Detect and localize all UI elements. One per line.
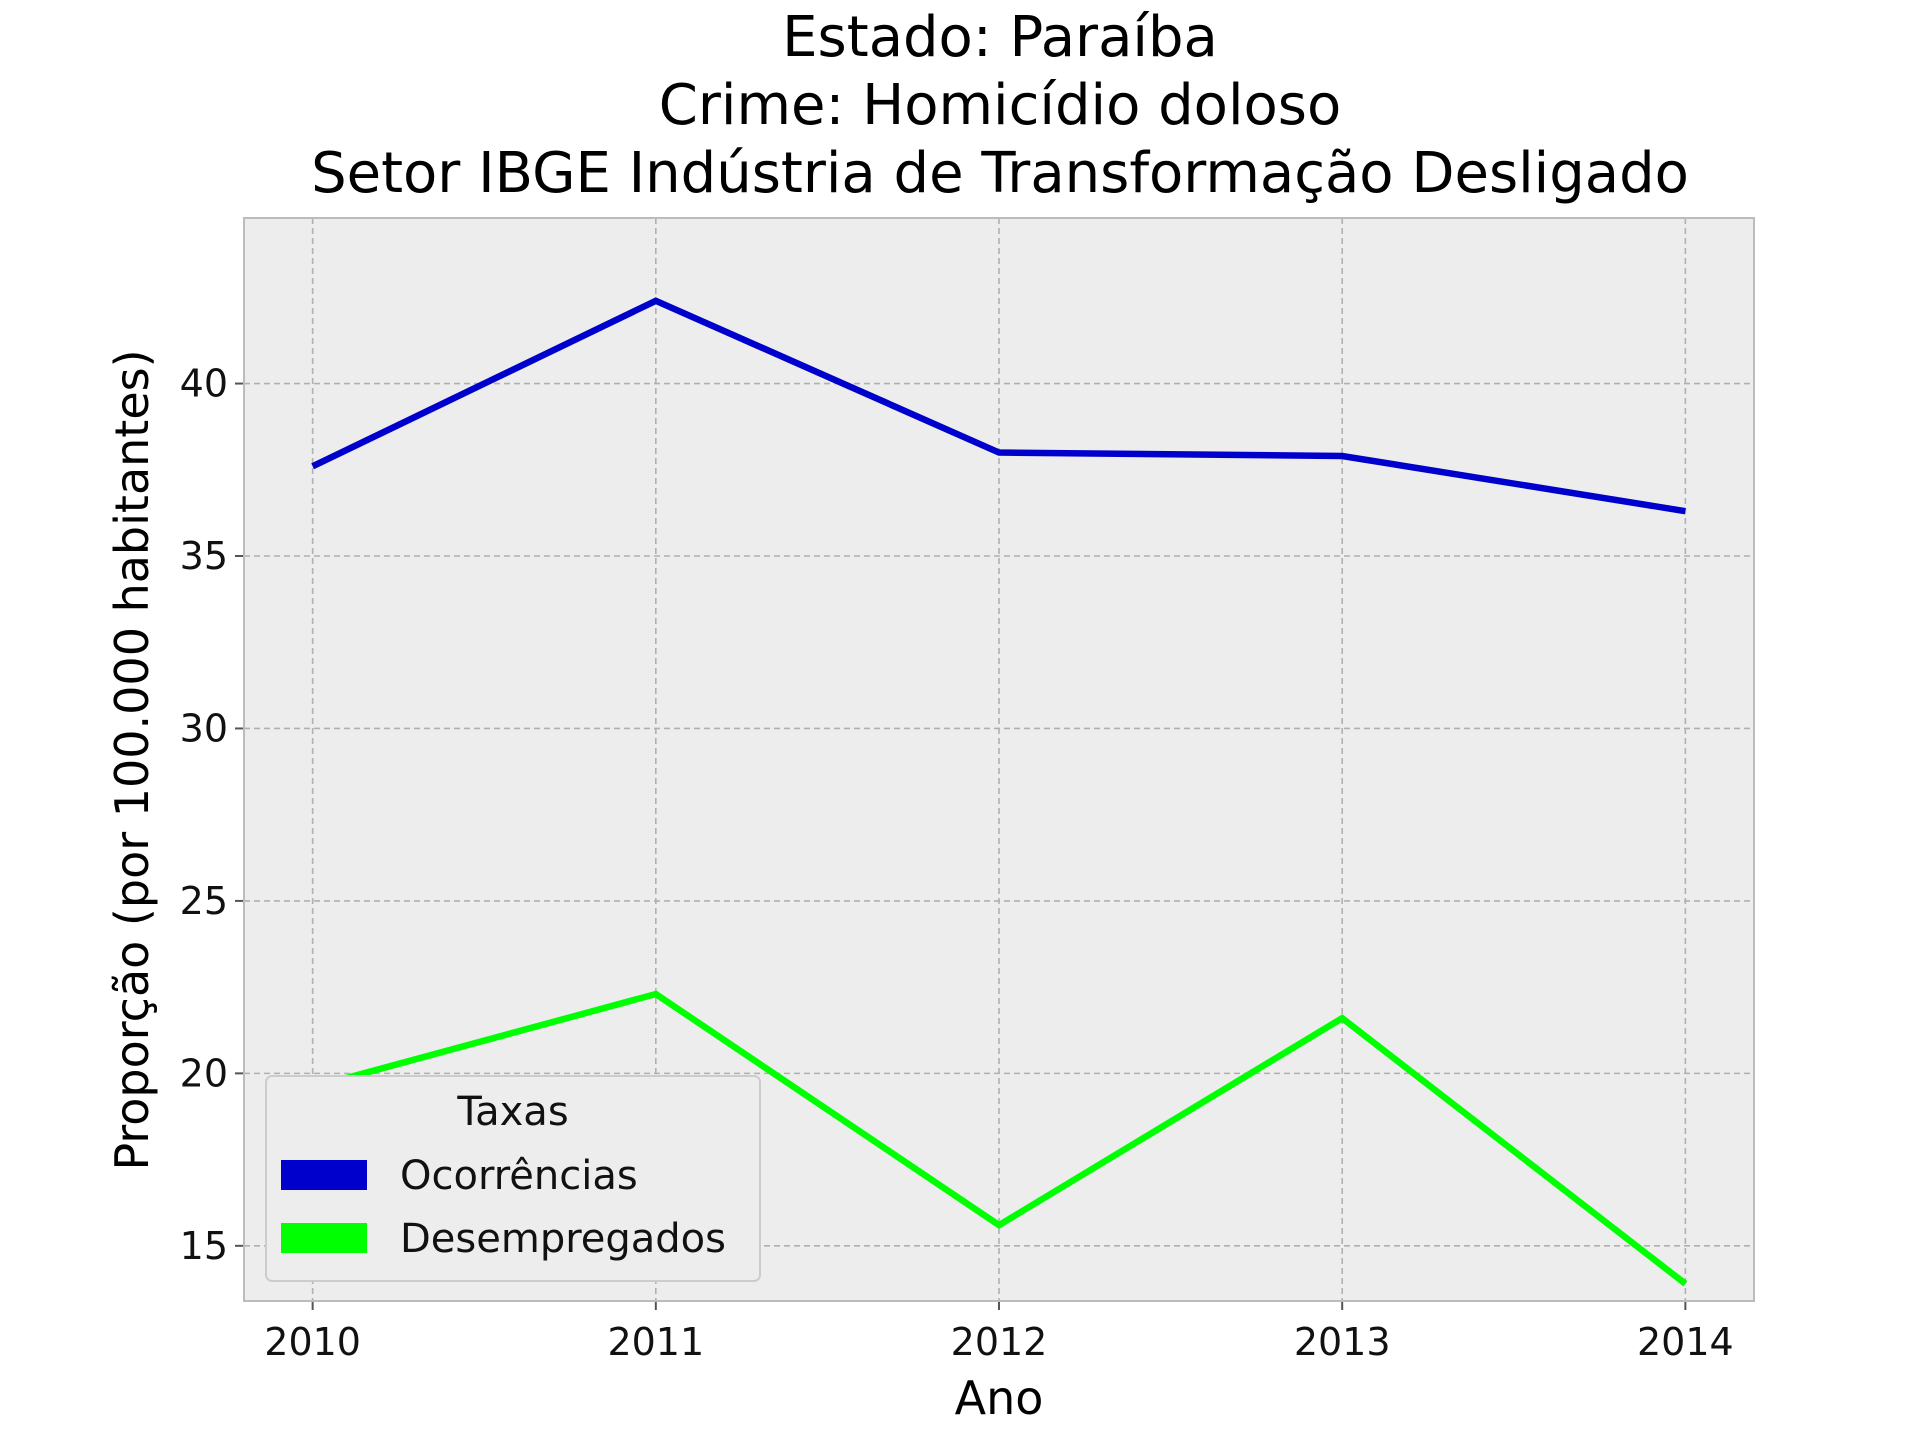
legend-swatch-ocorrencias (281, 1160, 367, 1190)
x-tick-label: 2011 (607, 1320, 704, 1364)
legend-label-ocorrencias: Ocorrências (400, 1153, 638, 1199)
y-axis-ticks: 15 20 25 30 35 40 (180, 362, 244, 1268)
series-lines (311, 297, 1688, 1287)
chart-title: Estado: Paraíba Crime: Homicídio doloso … (311, 5, 1689, 206)
legend-swatch-desempregados (281, 1223, 367, 1253)
legend-title: Taxas (456, 1089, 568, 1135)
y-tick-label: 20 (180, 1051, 228, 1095)
y-tick-label: 35 (180, 534, 228, 578)
title-line-3: Setor IBGE Indústria de Transformação De… (311, 141, 1689, 206)
title-line-1: Estado: Paraíba (782, 5, 1218, 70)
legend-label-desempregados: Desempregados (400, 1216, 726, 1262)
x-axis-label: Ano (955, 1371, 1044, 1425)
y-tick-label: 30 (180, 706, 228, 750)
x-tick-label: 2012 (951, 1320, 1048, 1364)
x-tick-label: 2014 (1637, 1320, 1734, 1364)
x-axis-ticks: 2010 2011 2012 2013 2014 (264, 1301, 1734, 1364)
y-tick-label: 15 (180, 1224, 228, 1268)
title-line-2: Crime: Homicídio doloso (659, 73, 1341, 138)
legend: Taxas Ocorrências Desempregados (265, 1075, 761, 1282)
y-axis-label: Proporção (por 100.000 habitantes) (105, 349, 159, 1170)
x-tick-label: 2013 (1294, 1320, 1391, 1364)
plot-frame (243, 217, 1755, 1302)
y-tick-label: 25 (180, 879, 228, 923)
x-tick-label: 2010 (264, 1320, 361, 1364)
legend-box (265, 1075, 761, 1282)
y-tick-label: 40 (180, 362, 228, 406)
